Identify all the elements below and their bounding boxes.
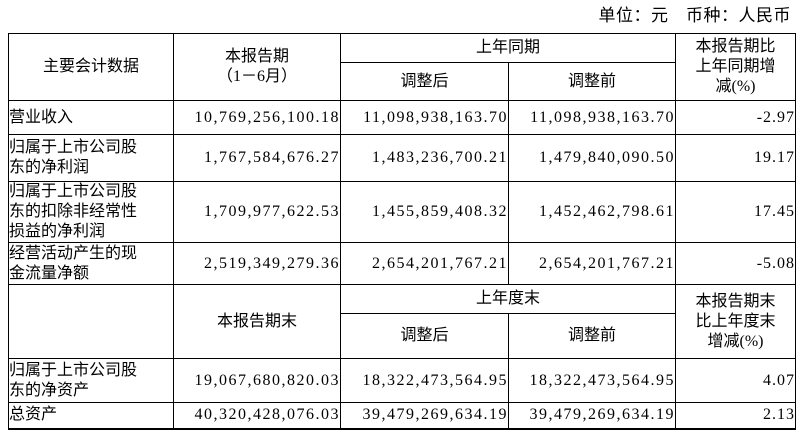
value-prior-adjusted: 2,654,201,767.21 — [340, 242, 509, 285]
section2-header-row-sub: 调整后 调整前 — [9, 313, 796, 359]
metric-label: 归属于上市公司股 东的净资产 — [8, 358, 174, 403]
header-metric: 主要会计数据 — [8, 33, 174, 101]
value-prior-before: 1,479,840,090.50 — [507, 134, 677, 182]
header-current-period: 本报告期 （1－6月） — [173, 33, 341, 101]
header-prior-year-end-group: 上年度末 — [339, 284, 677, 314]
header-adjusted: 调整后 — [340, 313, 509, 359]
header-period-end: 本报告期末 — [173, 284, 341, 359]
metric-label: 归属于上市公司股 东的净利润 — [8, 134, 174, 182]
section2-header-row-top: 本报告期末 上年度末 本报告期末 比上年度末 增减(%) — [8, 284, 797, 359]
header-change-vs-prior-year-end: 本报告期末 比上年度末 增减(%) — [675, 284, 797, 359]
table-row-net-assets: 归属于上市公司股 东的净资产 19,067,680,820.03 18,322,… — [8, 358, 797, 403]
value-prior-before: 39,479,269,634.19 — [507, 402, 677, 429]
metric-label: 归属于上市公司股 东的扣除非经常性 损益的净利润 — [8, 181, 174, 243]
value-prior-adjusted: 39,479,269,634.19 — [340, 402, 509, 429]
value-prior-adjusted: 1,483,236,700.21 — [340, 134, 509, 182]
value-change-pct: 4.07 — [675, 358, 797, 403]
table-row-net-profit: 归属于上市公司股 东的净利润 1,767,584,676.27 1,483,23… — [8, 134, 797, 182]
section1-header-row-top: 主要会计数据 本报告期 （1－6月） 上年同期 本报告期比 上年同期增 减(%) — [8, 33, 797, 101]
header-prior-period-group: 上年同期 — [339, 33, 677, 63]
value-change-pct: 19.17 — [675, 134, 797, 182]
section1-header-row-sub: 调整后 调整前 — [9, 62, 796, 101]
key-accounting-data-table: 主要会计数据 本报告期 （1－6月） 上年同期 本报告期比 上年同期增 减(%)… — [8, 33, 797, 430]
table-row-total-assets: 总资产 40,320,428,076.03 39,479,269,634.19 … — [8, 402, 797, 429]
value-change-pct: -2.97 — [675, 100, 797, 135]
value-prior-before: 1,452,462,798.61 — [507, 181, 677, 243]
value-change-pct: 17.45 — [675, 181, 797, 243]
value-change-pct: 2.13 — [675, 402, 797, 429]
value-current-period: 1,767,584,676.27 — [173, 134, 341, 182]
value-current-period: 1,709,977,622.53 — [173, 181, 341, 243]
value-prior-adjusted: 18,322,473,564.95 — [340, 358, 509, 403]
value-current-period-end: 40,320,428,076.03 — [173, 402, 341, 429]
table-row-net-profit-excl-nonrecurring: 归属于上市公司股 东的扣除非经常性 损益的净利润 1,709,977,622.5… — [8, 181, 797, 243]
metric-label: 营业收入 — [8, 100, 174, 135]
value-prior-adjusted: 1,455,859,408.32 — [340, 181, 509, 243]
header-change-vs-prior-period: 本报告期比 上年同期增 减(%) — [675, 33, 797, 101]
value-prior-before: 2,654,201,767.21 — [507, 242, 677, 285]
table-row-operating-cash-flow: 经营活动产生的现 金流量净额 2,519,349,279.36 2,654,20… — [8, 242, 797, 285]
header-before-adjustment: 调整前 — [507, 62, 677, 101]
header-before-adjustment: 调整前 — [507, 313, 677, 359]
value-current-period-end: 19,067,680,820.03 — [173, 358, 341, 403]
value-prior-adjusted: 11,098,938,163.70 — [340, 100, 509, 135]
metric-label: 经营活动产生的现 金流量净额 — [8, 242, 174, 285]
value-change-pct: -5.08 — [675, 242, 797, 285]
header-adjusted: 调整后 — [340, 62, 509, 101]
unit-currency-note: 单位：元 币种：人民币 — [598, 6, 791, 25]
value-prior-before: 18,322,473,564.95 — [507, 358, 677, 403]
metric-label: 总资产 — [8, 402, 174, 429]
value-current-period: 2,519,349,279.36 — [173, 242, 341, 285]
header-metric-empty — [8, 284, 174, 359]
value-current-period: 10,769,256,100.18 — [173, 100, 341, 135]
value-prior-before: 11,098,938,163.70 — [507, 100, 677, 135]
table-row-operating-revenue: 营业收入 10,769,256,100.18 11,098,938,163.70… — [8, 100, 797, 135]
